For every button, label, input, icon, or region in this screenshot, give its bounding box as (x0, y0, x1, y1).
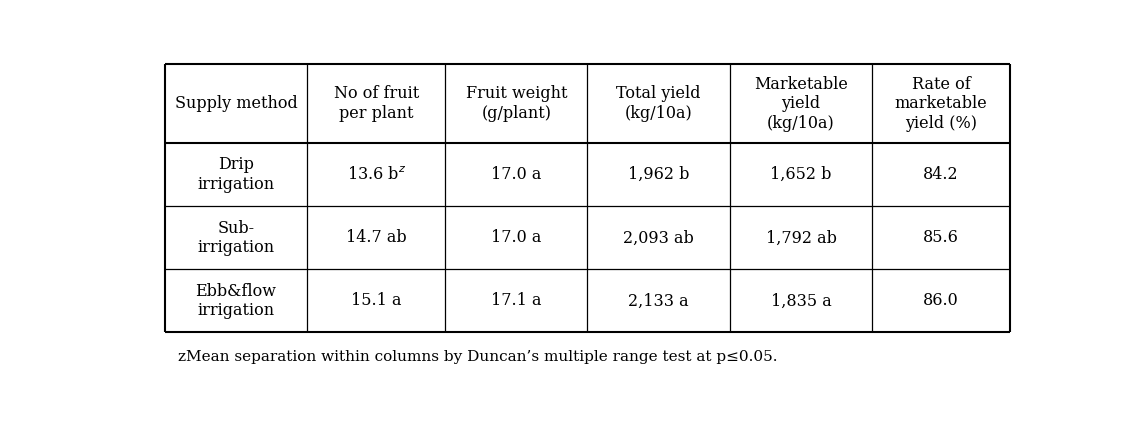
Text: 86.0: 86.0 (923, 292, 959, 309)
Text: Ebb&flow
irrigation: Ebb&flow irrigation (195, 283, 276, 319)
Text: No of fruit
per plant: No of fruit per plant (333, 85, 419, 122)
Text: 1,792 ab: 1,792 ab (765, 230, 836, 246)
Text: 17.1 a: 17.1 a (491, 292, 541, 309)
Text: 2,093 ab: 2,093 ab (624, 230, 694, 246)
Text: 17.0 a: 17.0 a (491, 166, 541, 183)
Text: Drip
irrigation: Drip irrigation (198, 156, 274, 193)
Text: Total yield
(kg/10a): Total yield (kg/10a) (617, 85, 701, 122)
Text: 15.1 a: 15.1 a (351, 292, 402, 309)
Text: Fruit weight
(g/plant): Fruit weight (g/plant) (466, 85, 568, 122)
Text: Marketable
yield
(kg/10a): Marketable yield (kg/10a) (754, 76, 849, 132)
Text: 84.2: 84.2 (924, 166, 959, 183)
Text: 17.0 a: 17.0 a (491, 230, 541, 246)
Text: 1,962 b: 1,962 b (628, 166, 690, 183)
Text: Rate of
marketable
yield (%): Rate of marketable yield (%) (895, 76, 988, 132)
Text: 85.6: 85.6 (923, 230, 959, 246)
Text: Sub-
irrigation: Sub- irrigation (198, 220, 274, 256)
Text: Supply method: Supply method (175, 95, 297, 112)
Text: 2,133 a: 2,133 a (628, 292, 689, 309)
Text: 13.6 b$^z$: 13.6 b$^z$ (347, 166, 405, 183)
Text: 1,835 a: 1,835 a (771, 292, 831, 309)
Text: 1,652 b: 1,652 b (771, 166, 831, 183)
Text: zMean separation within columns by Duncan’s multiple range test at p≤0.05.: zMean separation within columns by Dunca… (178, 351, 778, 364)
Text: 14.7 ab: 14.7 ab (346, 230, 407, 246)
